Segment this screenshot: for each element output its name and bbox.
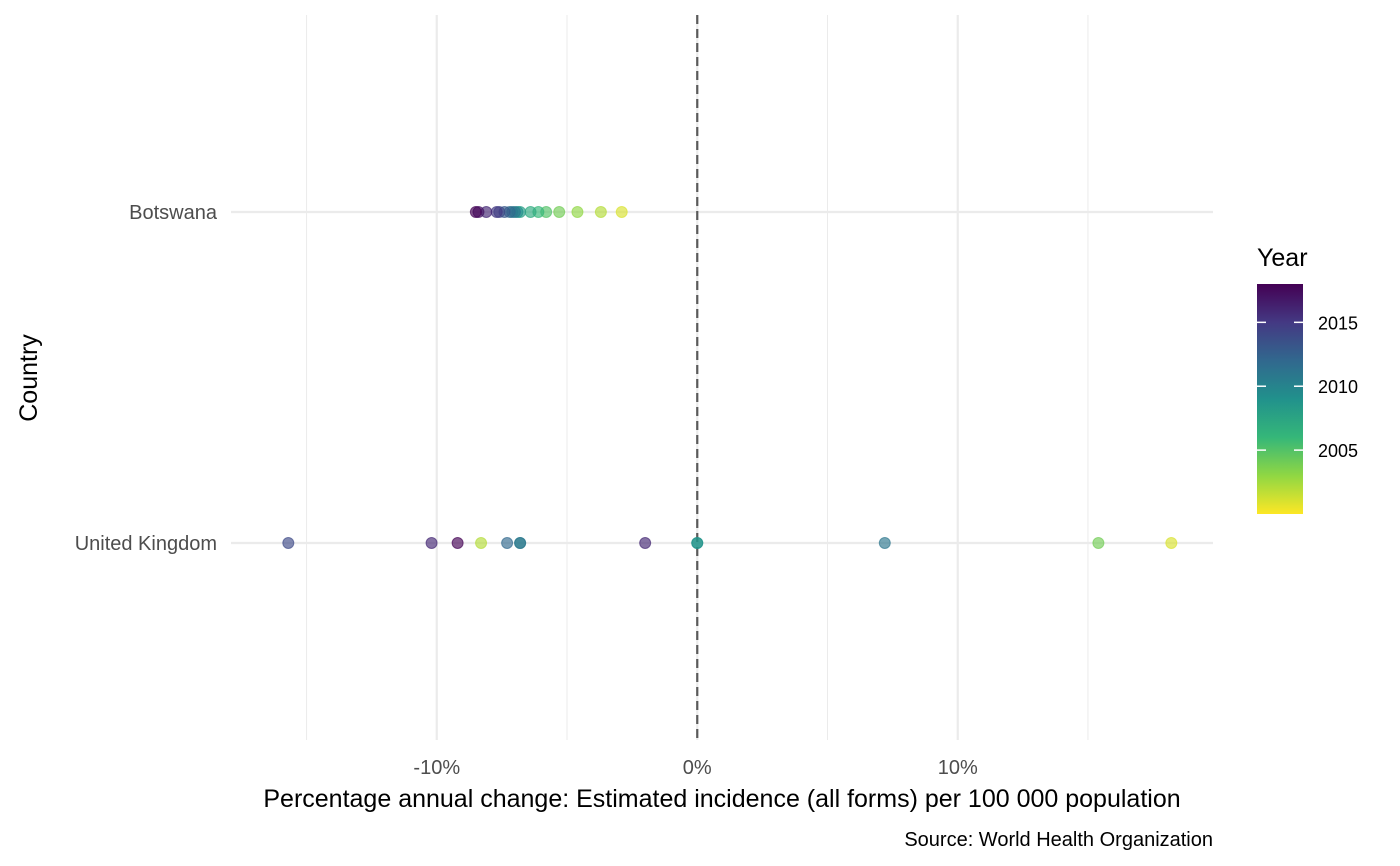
- data-point: [571, 206, 584, 218]
- data-point: [594, 206, 607, 218]
- grid-lines: [231, 15, 1213, 740]
- x-tick-label: -10%: [413, 757, 460, 779]
- x-tick-labels: -10% 0% 10%: [413, 757, 978, 779]
- color-legend: Year 2005 2010 2015: [1257, 244, 1358, 514]
- data-point: [469, 206, 482, 218]
- y-tick-label: United Kingdom: [75, 533, 217, 555]
- data-points: [282, 206, 1178, 549]
- x-tick-label: 0%: [683, 757, 712, 779]
- legend-tick-label: 2015: [1318, 313, 1358, 333]
- data-point: [425, 537, 438, 549]
- data-point: [524, 206, 537, 218]
- legend-tick-label: 2010: [1318, 377, 1358, 397]
- data-point: [514, 537, 527, 549]
- data-point: [501, 537, 514, 549]
- y-tick-labels: Botswana United Kingdom: [75, 202, 218, 555]
- y-axis-title: Country: [15, 334, 43, 422]
- data-point: [1092, 537, 1105, 549]
- legend-colorbar: [1257, 284, 1303, 514]
- source-caption: Source: World Health Organization: [904, 829, 1213, 851]
- data-point: [615, 206, 628, 218]
- data-point: [1165, 537, 1178, 549]
- legend-title: Year: [1257, 244, 1308, 272]
- data-point: [878, 537, 891, 549]
- data-point: [282, 537, 295, 549]
- legend-ticks: 2005 2010 2015: [1257, 313, 1358, 461]
- data-point: [691, 537, 704, 549]
- data-point: [490, 206, 503, 218]
- legend-tick-label: 2005: [1318, 441, 1358, 461]
- x-tick-label: 10%: [938, 757, 978, 779]
- x-axis-title: Percentage annual change: Estimated inci…: [263, 785, 1180, 813]
- data-point: [639, 537, 652, 549]
- data-point: [553, 206, 566, 218]
- data-point: [475, 537, 488, 549]
- data-point: [451, 537, 464, 549]
- y-tick-label: Botswana: [129, 202, 218, 224]
